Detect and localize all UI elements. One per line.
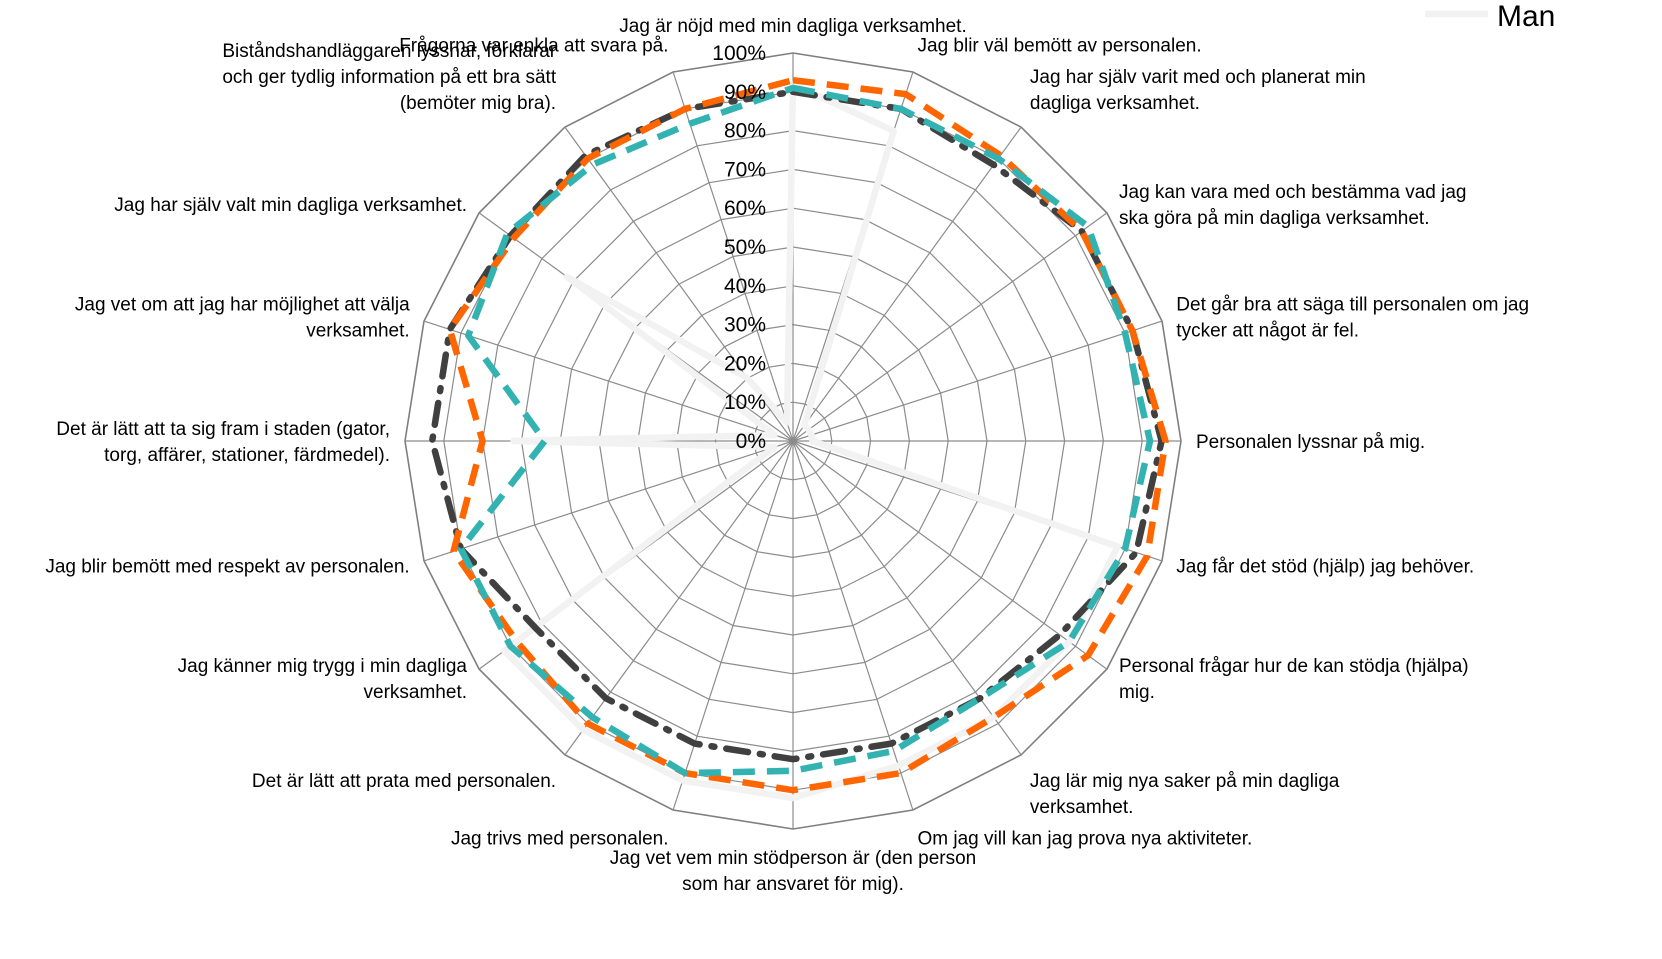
grid-spoke [792, 320, 1163, 442]
tick-label: 80% [724, 120, 766, 143]
category-label: Det är lätt att ta sig fram i staden (ga… [56, 419, 390, 466]
category-label: Jag lär mig nya saker på min dagliga verk… [1030, 771, 1340, 818]
radar-grid [404, 52, 1182, 830]
series-line-2 [446, 76, 1169, 794]
grid-spoke [672, 440, 794, 811]
category-label: Jag har själv valt min dagliga verksamhe… [114, 195, 467, 216]
series-layer [428, 76, 1169, 802]
grid-spoke [792, 126, 1022, 442]
grid-spoke [792, 440, 1108, 670]
grid-spoke [792, 212, 1108, 442]
category-label: Det är lätt att prata med personalen. [252, 771, 556, 792]
category-label: Jag får det stöd (hjälp) jag behöver. [1176, 557, 1474, 578]
tick-label: 60% [724, 197, 766, 220]
grid-spoke [423, 320, 794, 442]
grid-spoke [672, 71, 794, 442]
radial-tick-labels: 0% 10% 20% 30% 40% 50% 60% 70% 80% 90% 100% [712, 42, 766, 453]
tick-label: 100% [712, 42, 766, 65]
tick-label: 30% [724, 314, 766, 337]
grid-spoke [792, 440, 914, 811]
category-label: Jag blir väl bemött av personalen. [918, 36, 1202, 57]
category-label: Jag vet om att jag har möjlighet att väl… [75, 295, 410, 342]
category-label: Frågorna var enkla att svara på. [399, 36, 668, 57]
tick-label: 0% [736, 430, 766, 453]
grid-spoke [423, 440, 794, 562]
category-label: Jag blir bemött med respekt av personale… [45, 557, 409, 578]
category-label: Jag vet vem min stödperson är (den perso… [610, 848, 976, 895]
category-labels: Jag är nöjd med min dagliga verksamhet.J… [45, 16, 1529, 895]
category-label: Personal frågar hur de kan stödja (hjälp… [1119, 656, 1469, 703]
category-label: Biståndshandläggaren lyssnar, förklarar o… [222, 41, 556, 114]
tick-label: 70% [724, 158, 766, 181]
category-label: Jag trivs med personalen. [451, 828, 669, 849]
tick-label: 20% [724, 352, 766, 375]
category-label: Det går bra att säga till personalen om … [1176, 295, 1529, 342]
category-label: Personalen lyssnar på mig. [1196, 432, 1425, 453]
series-line-3 [457, 84, 1154, 777]
category-label: Jag har själv varit med och planerat min… [1030, 67, 1366, 114]
legend: Man [1425, 0, 1555, 33]
category-label: Jag känner mig trygg i min dagliga verksa… [178, 656, 468, 703]
series-line-0 [500, 80, 1121, 802]
grid-spoke [792, 440, 1022, 756]
category-label: Jag är nöjd med min dagliga verksamhet. [619, 16, 966, 37]
tick-label: 10% [724, 391, 766, 414]
legend-label-man: Man [1497, 0, 1555, 33]
grid-spoke [564, 440, 794, 756]
category-label: Om jag vill kan jag prova nya aktivitete… [918, 828, 1253, 849]
tick-label: 50% [724, 236, 766, 259]
tick-label: 40% [724, 275, 766, 298]
tick-label: 90% [724, 81, 766, 104]
category-label: Jag kan vara med och bestämma vad jag ska… [1119, 182, 1466, 229]
